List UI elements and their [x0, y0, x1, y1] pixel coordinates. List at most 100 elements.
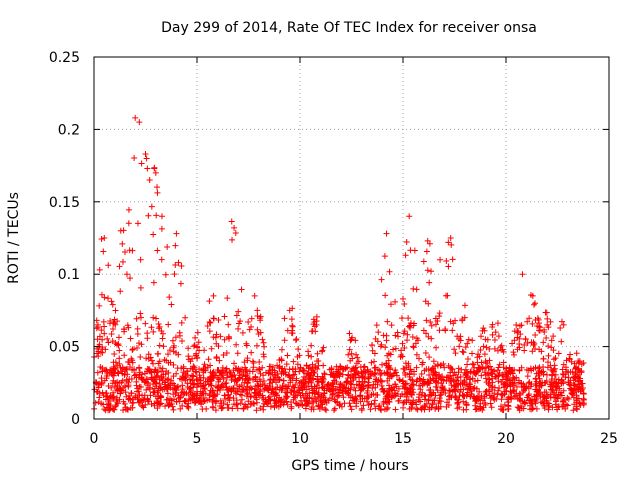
- data-point: [455, 386, 462, 393]
- data-point: [431, 372, 438, 379]
- data-point: [112, 307, 119, 314]
- data-point: [443, 257, 450, 264]
- data-point: [196, 366, 203, 373]
- data-point: [492, 329, 499, 336]
- data-point: [538, 348, 545, 355]
- data-point: [372, 335, 379, 342]
- data-point: [234, 381, 241, 388]
- data-point: [383, 230, 390, 237]
- data-point: [429, 401, 436, 408]
- data-point: [548, 337, 555, 344]
- data-point: [415, 394, 422, 401]
- data-point: [380, 388, 387, 395]
- data-point: [425, 300, 432, 307]
- data-point: [172, 334, 179, 341]
- data-point: [310, 406, 317, 413]
- data-point: [98, 380, 105, 387]
- data-point: [153, 398, 160, 405]
- data-point: [396, 376, 403, 383]
- data-point: [382, 344, 389, 351]
- data-point: [291, 371, 298, 378]
- data-point: [392, 345, 399, 352]
- data-point: [148, 401, 155, 408]
- data-point: [489, 393, 496, 400]
- data-point: [367, 406, 374, 413]
- data-point: [466, 375, 473, 382]
- data-point: [491, 337, 498, 344]
- data-point: [329, 371, 336, 378]
- data-point: [134, 220, 141, 227]
- data-point: [94, 369, 101, 376]
- data-point: [476, 403, 483, 410]
- data-point: [543, 392, 550, 399]
- data-point: [447, 377, 454, 384]
- data-point: [160, 371, 167, 378]
- chart-title: Day 299 of 2014, Rate Of TEC Index for r…: [161, 20, 537, 36]
- data-point: [369, 385, 376, 392]
- data-point: [481, 327, 488, 334]
- data-point: [476, 388, 483, 395]
- data-point: [487, 400, 494, 407]
- data-point: [193, 376, 200, 383]
- data-point: [514, 334, 521, 341]
- data-point: [210, 371, 217, 378]
- data-point: [125, 383, 132, 390]
- data-point: [491, 368, 498, 375]
- data-point: [121, 326, 128, 333]
- data-point: [156, 400, 163, 407]
- data-point: [329, 381, 336, 388]
- data-point: [200, 383, 207, 390]
- data-point: [189, 355, 196, 362]
- data-point: [509, 340, 516, 347]
- data-point: [216, 357, 223, 364]
- data-point: [150, 231, 157, 238]
- data-point: [98, 236, 105, 243]
- data-point: [121, 400, 128, 407]
- data-point: [357, 392, 364, 399]
- data-point: [348, 406, 355, 413]
- data-point: [243, 383, 250, 390]
- data-point: [418, 406, 425, 413]
- data-point: [375, 366, 382, 373]
- data-point: [182, 314, 189, 321]
- data-point: [517, 331, 524, 338]
- data-point: [529, 292, 536, 299]
- data-point: [505, 406, 512, 413]
- data-point: [199, 406, 206, 413]
- data-point: [162, 403, 169, 410]
- data-point: [260, 353, 267, 360]
- data-point: [298, 397, 305, 404]
- data-point: [127, 335, 134, 342]
- data-point: [438, 362, 445, 369]
- data-point: [465, 385, 472, 392]
- data-point: [454, 374, 461, 381]
- data-point: [238, 286, 245, 293]
- data-point: [291, 388, 298, 395]
- data-point: [399, 377, 406, 384]
- y-tick-labels: 0 0.05 0.1 0.15 0.2 0.25: [49, 50, 80, 428]
- data-point: [321, 385, 328, 392]
- data-point: [244, 371, 251, 378]
- data-point: [184, 368, 191, 375]
- data-point: [450, 378, 457, 385]
- data-point: [101, 406, 108, 413]
- data-point: [449, 256, 456, 263]
- data-point: [380, 400, 387, 407]
- data-point: [222, 395, 229, 402]
- data-point: [541, 328, 548, 335]
- data-point: [110, 369, 117, 376]
- data-point: [559, 366, 566, 373]
- data-point: [452, 317, 459, 324]
- data-point: [173, 230, 180, 237]
- data-point: [178, 263, 185, 270]
- data-point: [323, 407, 330, 414]
- data-point: [424, 267, 431, 274]
- data-point: [168, 397, 175, 404]
- data-point: [473, 397, 480, 404]
- data-point: [229, 236, 236, 243]
- data-point: [289, 323, 296, 330]
- data-point: [315, 378, 322, 385]
- data-point: [332, 398, 339, 405]
- data-point: [308, 353, 315, 360]
- data-point: [206, 328, 213, 335]
